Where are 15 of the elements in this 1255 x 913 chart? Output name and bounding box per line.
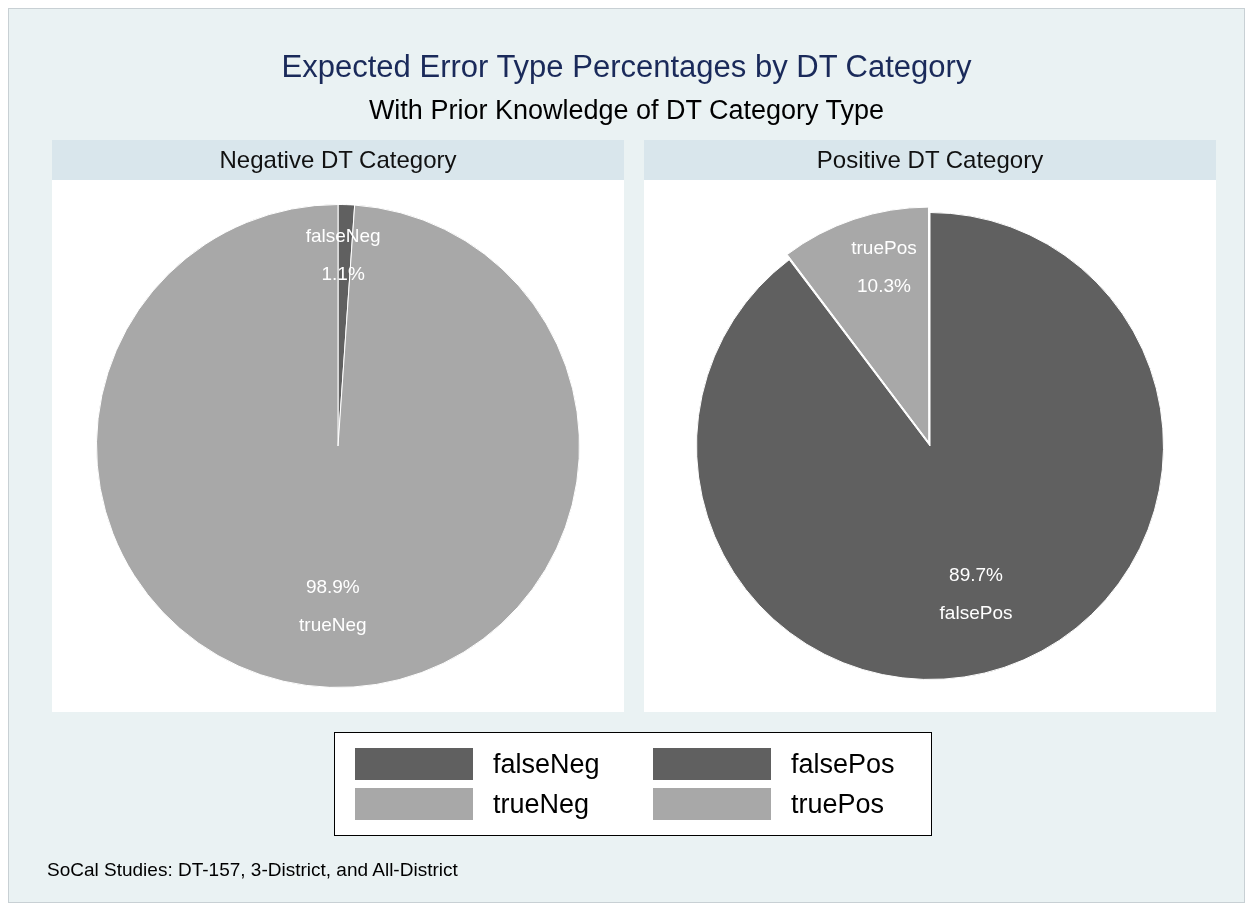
slice-label: falsePos [939,601,1013,623]
legend-label: trueNeg [493,788,591,820]
legend-label: falsePos [791,748,896,780]
chart-title: Positive DT Category [644,140,1216,180]
data-label: 98.9% [305,576,360,598]
data-label: 10.3% [857,275,912,297]
slice-label: trueNeg [299,614,367,636]
data-label: 89.7% [949,563,1004,585]
slice-label: truePos [851,237,917,259]
chart-title: Negative DT Category [52,140,624,180]
legend-label: truePos [791,788,886,820]
text: SoCal Studies: DT-157, 3-District, and All-District [47,859,458,881]
text: With Prior Knowledge of DT Category Type [367,95,886,126]
legend-label: falseNeg [493,748,601,780]
text: Expected Error Type Percentages by DT Category [280,49,973,85]
